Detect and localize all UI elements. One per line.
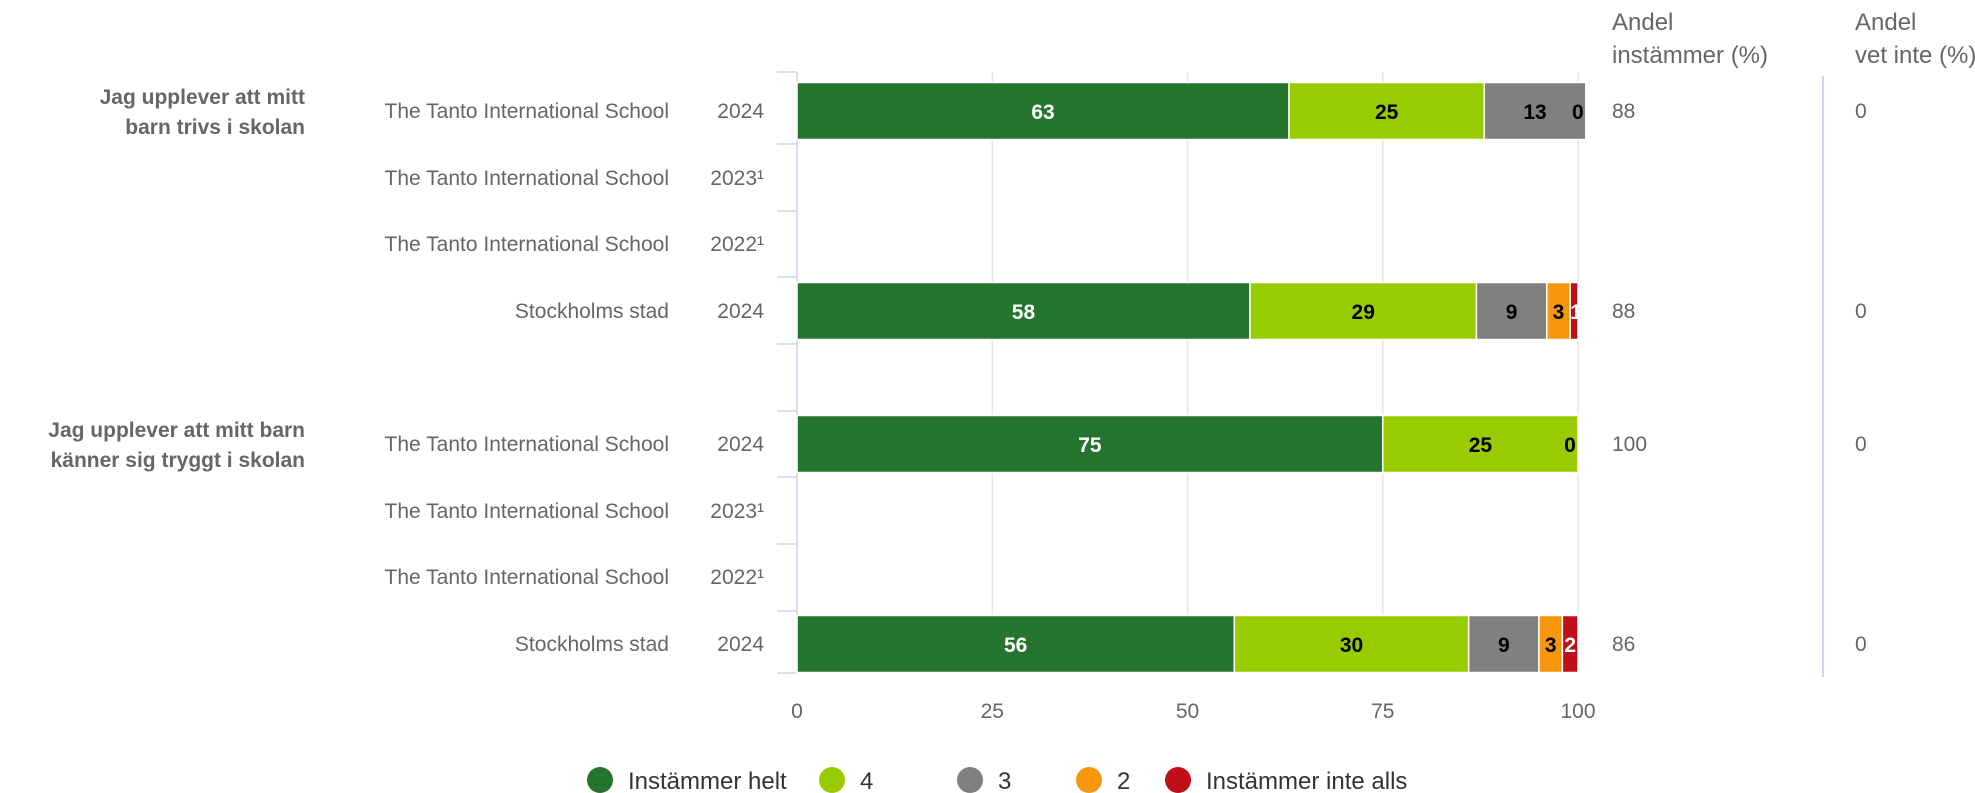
- year-label: 2022¹: [710, 233, 764, 256]
- andel-instammer-value: 88: [1612, 300, 1635, 323]
- andel-vet-inte-value: 0: [1855, 433, 1867, 456]
- year-label: 2024: [717, 100, 764, 123]
- labels-layer: Jag upplever att mitt barn trivs i skolan…: [48, 86, 1583, 657]
- legend-marker: [1165, 767, 1191, 793]
- school-label: Stockholms stad: [515, 300, 669, 323]
- school-label: The Tanto International School: [385, 433, 669, 456]
- school-label: The Tanto International School: [385, 566, 669, 589]
- data-label: 0: [1564, 434, 1576, 457]
- andel-vet-inte-header: vet inte (%): [1855, 42, 1975, 69]
- bar-segment: [1483, 81, 1587, 141]
- andel-vet-inte-value: 0: [1855, 633, 1867, 656]
- legend-item-label: 4: [860, 768, 873, 793]
- data-label: 58: [1012, 301, 1036, 324]
- data-label: 25: [1375, 101, 1399, 124]
- data-label: 63: [1031, 101, 1054, 124]
- data-label: 2: [1564, 634, 1576, 657]
- legend: Instämmer helt 4 3 2 Instämmer inte alls: [587, 767, 1407, 793]
- data-label: 75: [1078, 434, 1102, 457]
- question-label: känner sig tryggt i skolan: [51, 449, 305, 472]
- question-label: Jag upplever att mitt: [100, 86, 305, 109]
- year-label: 2024: [717, 300, 764, 323]
- legend-marker: [819, 767, 845, 793]
- year-label: 2022¹: [710, 566, 764, 589]
- bars-layer: [796, 81, 1587, 674]
- legend-item-label: 3: [998, 768, 1011, 793]
- bar-segment: [1249, 281, 1478, 341]
- question-label: Jag upplever att mitt barn: [48, 419, 305, 442]
- legend-marker: [957, 767, 983, 793]
- bar-segment: [1467, 614, 1540, 674]
- school-label: The Tanto International School: [385, 167, 669, 190]
- bar-segment: [796, 281, 1251, 341]
- data-label: 29: [1352, 301, 1375, 324]
- year-label: 2024: [717, 633, 764, 656]
- bar-segment: [1233, 614, 1470, 674]
- legend-item-label: 2: [1117, 768, 1130, 793]
- school-label: The Tanto International School: [385, 500, 669, 523]
- x-tick-label: 25: [981, 700, 1004, 723]
- legend-item-label: Instämmer helt: [628, 768, 787, 793]
- data-label: 25: [1469, 434, 1493, 457]
- axis-layer: 0 25 50 75 100: [777, 71, 1596, 723]
- data-label: 3: [1545, 634, 1557, 657]
- grid-layer: [991, 72, 1579, 673]
- x-tick-label: 50: [1176, 700, 1199, 723]
- x-tick-label: 0: [791, 700, 803, 723]
- school-label: Stockholms stad: [515, 633, 669, 656]
- andel-vet-inte-header: Andel: [1855, 9, 1916, 36]
- andel-instammer-value: 88: [1612, 100, 1635, 123]
- andel-vet-inte-value: 0: [1855, 100, 1867, 123]
- legend-marker: [1076, 767, 1102, 793]
- data-label: 1: [1570, 301, 1582, 324]
- legend-item-label: Instämmer inte alls: [1206, 768, 1407, 793]
- data-label: 13: [1523, 101, 1546, 124]
- school-label: The Tanto International School: [385, 100, 669, 123]
- x-tick-label: 75: [1371, 700, 1394, 723]
- year-label: 2024: [717, 433, 764, 456]
- data-label: 9: [1498, 634, 1510, 657]
- andel-instammer-header: Andel: [1612, 9, 1673, 36]
- year-label: 2023¹: [710, 167, 764, 190]
- andel-instammer-value: 86: [1612, 633, 1635, 656]
- data-label: 3: [1553, 301, 1565, 324]
- school-label: The Tanto International School: [385, 233, 669, 256]
- bar-segment: [1561, 614, 1579, 674]
- bar-segment: [1475, 281, 1548, 341]
- andel-instammer-value: 100: [1612, 433, 1647, 456]
- bar-segment: [1569, 281, 1579, 341]
- year-label: 2023¹: [710, 500, 764, 523]
- data-label: 56: [1004, 634, 1027, 657]
- bar-segment: [1382, 414, 1579, 474]
- legend-marker: [587, 767, 613, 793]
- extra-columns: Andel instämmer (%) Andel vet inte (%) 88 0 88…: [1612, 9, 1975, 677]
- data-label: 0: [1572, 101, 1584, 124]
- andel-instammer-header: instämmer (%): [1612, 42, 1768, 69]
- bar-segment: [1288, 81, 1486, 141]
- andel-vet-inte-value: 0: [1855, 300, 1867, 323]
- question-label: barn trivs i skolan: [125, 116, 305, 139]
- bar-segment: [796, 81, 1290, 141]
- data-label: 9: [1506, 301, 1518, 324]
- data-label: 30: [1340, 634, 1363, 657]
- x-tick-label: 100: [1560, 700, 1595, 723]
